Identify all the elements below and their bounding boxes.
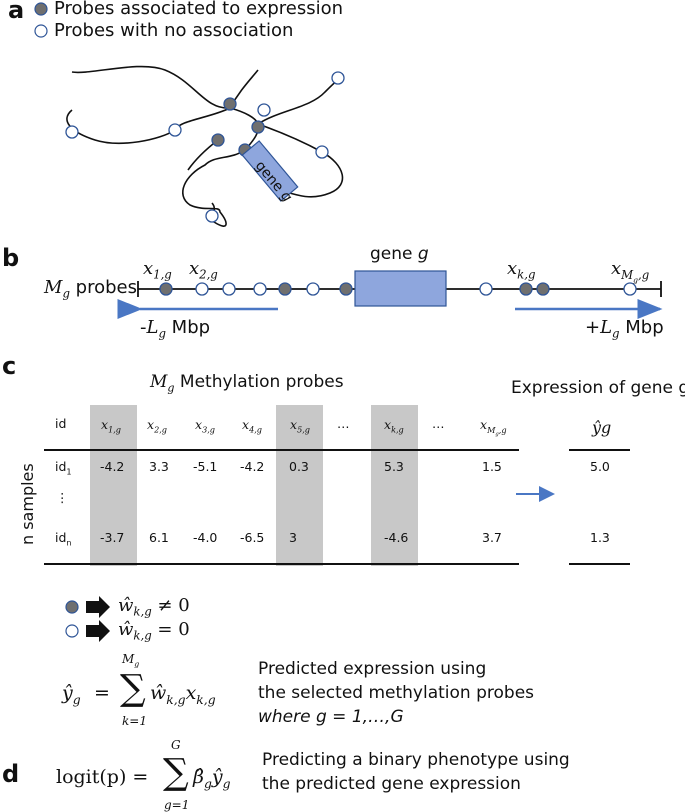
legend-no-association-dot (34, 24, 48, 38)
probe-open (205, 209, 219, 223)
chromatin-strands (66, 65, 344, 227)
cell: 3.7 (482, 530, 502, 545)
cell: -5.1 (193, 459, 218, 474)
probe-open (257, 103, 271, 117)
cell: -4.2 (100, 459, 125, 474)
probe-open (623, 282, 637, 296)
probe-open (195, 282, 209, 296)
legend-associated-label: Probes associated to expression (54, 0, 344, 19)
header-id: id (55, 416, 67, 431)
right-range-label: +Lg Mbp (585, 317, 664, 341)
rule-arrow-icon (86, 596, 110, 618)
probe-associated (159, 282, 173, 296)
probe-associated (211, 133, 225, 147)
panel-b-gene-box (354, 270, 447, 307)
header-xk: xk,g (384, 417, 404, 435)
panel-letter-a: a (8, 0, 25, 24)
cell: -6.5 (240, 530, 265, 545)
probe-label-xk: xk,g (507, 258, 536, 282)
probe-associated (251, 120, 265, 134)
probe-label-x2: x2,g (189, 258, 218, 282)
left-range-label: -Lg Mbp (140, 317, 211, 341)
methylation-title: Mg Methylation probes (150, 372, 344, 395)
cell: 0.3 (289, 459, 309, 474)
cell: -4.0 (193, 530, 218, 545)
probe-open (65, 125, 79, 139)
strand-top-left (71, 65, 231, 109)
table-bottom-rule (44, 563, 519, 565)
panel-letter-c: c (2, 352, 17, 380)
header-x1: x1,g (101, 417, 121, 435)
expression-desc-line3: where g = 1,…,G (258, 707, 404, 727)
cell: 3 (289, 530, 297, 545)
probe-open (168, 123, 182, 137)
strand-right (257, 123, 344, 198)
panel-a-probes (65, 71, 345, 223)
cell: -4.6 (384, 530, 409, 545)
row-ellipsis: ⋮ (56, 490, 69, 505)
cell: 3.3 (149, 459, 169, 474)
n-samples-label: n samples (18, 463, 37, 545)
rule-associated-dot (65, 600, 79, 614)
header-yhat: ŷg (592, 418, 612, 437)
probe-label-xm: xMg,g (611, 258, 650, 284)
probe-associated (519, 282, 533, 296)
rule-arrow-icon (86, 620, 110, 642)
probe-associated (278, 282, 292, 296)
probe-associated (536, 282, 550, 296)
panel-b-probes (159, 282, 637, 296)
header-ellipsis-1: … (337, 416, 350, 431)
probes-count-label: Mg probes (44, 277, 137, 301)
panel-letter-b: b (2, 244, 20, 272)
legend-no-association-label: Probes with no association (54, 20, 294, 41)
probe-open (331, 71, 345, 85)
row-id: id1 (55, 459, 72, 477)
cell: 5.3 (384, 459, 404, 474)
legend-associated-dot (34, 2, 48, 16)
strand-top-right (257, 77, 339, 125)
probe-associated (223, 97, 237, 111)
expression-desc-line2: the selected methylation probes (258, 683, 535, 703)
header-x3: x3,g (195, 417, 215, 435)
header-x2: x2,g (147, 417, 167, 435)
probe-open (479, 282, 493, 296)
probe-open (253, 282, 267, 296)
panel-b-gene-label: gene g (370, 244, 429, 264)
panel-a-gene-box (241, 140, 299, 202)
header-x5: x5,g (290, 417, 310, 435)
table-header-rule (44, 449, 519, 451)
yhat-bottom-rule (569, 563, 630, 565)
panel-letter-d: d (2, 760, 20, 788)
probe-label-x1: x1,g (143, 258, 172, 282)
header-ellipsis-2: … (432, 416, 445, 431)
logit-desc-line1: Predicting a binary phenotype using (262, 750, 570, 770)
highlight-column-x1 (90, 405, 137, 566)
highlight-column-x5 (276, 405, 323, 566)
expression-title: Expression of gene g (511, 378, 685, 398)
rule-nonzero: ŵk,g ≠ 0 (118, 595, 190, 619)
header-xm: xMg,g (480, 417, 507, 438)
strand-left-loop (66, 107, 231, 145)
cell: 6.1 (149, 530, 169, 545)
yhat-cell: 1.3 (590, 530, 610, 545)
probe-open (315, 145, 329, 159)
cell: -4.2 (240, 459, 265, 474)
expression-desc-line1: Predicted expression using (258, 659, 487, 679)
row-id: idn (55, 530, 72, 548)
logit-desc-line2: the predicted gene expression (262, 774, 521, 794)
probe-open (222, 282, 236, 296)
highlight-column-xk (371, 405, 418, 566)
cell: 1.5 (482, 459, 502, 474)
probe-associated (339, 282, 353, 296)
yhat-cell: 5.0 (590, 459, 610, 474)
probe-open (306, 282, 320, 296)
yhat-header-rule (569, 449, 630, 451)
rule-zero: ŵk,g = 0 (118, 619, 190, 643)
header-x4: x4,g (242, 417, 262, 435)
cell: -3.7 (100, 530, 125, 545)
rule-no-association-dot (65, 624, 79, 638)
